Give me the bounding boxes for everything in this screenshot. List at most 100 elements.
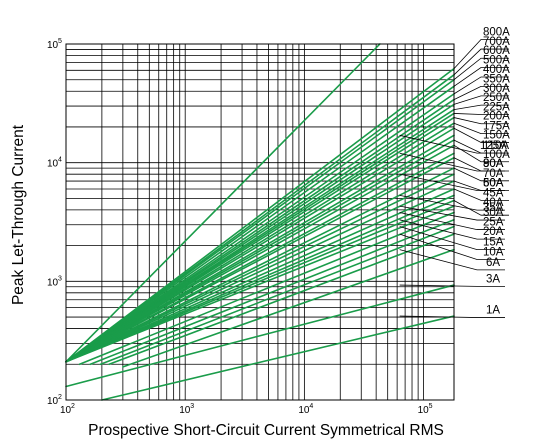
series-line-500a <box>65 85 455 363</box>
series-label-225a: 225A <box>483 102 510 114</box>
series-label-250a: 250A <box>483 92 510 104</box>
series-line-1a <box>101 315 455 401</box>
x-tick-label: 10 <box>179 405 191 416</box>
y-axis-title: Peak Let-Through Current <box>5 80 33 350</box>
x-tick-exponent: 3 <box>190 403 194 410</box>
leader-30a <box>399 205 505 221</box>
x-tick-label: 10 <box>418 405 430 416</box>
leader-110a <box>453 139 509 154</box>
series-line-80a <box>65 156 455 363</box>
reference-line <box>65 43 381 363</box>
y-tick-label: 10 <box>47 40 59 51</box>
series-label-50a: 50A <box>483 177 504 189</box>
leader-250a <box>453 104 509 110</box>
series-label-10a: 10A <box>483 247 504 259</box>
leader-150a <box>453 127 509 143</box>
series-label-3a: 3A <box>486 273 500 285</box>
series-label-1a: 1A <box>486 305 500 317</box>
series-line-35a <box>65 199 455 363</box>
leader-25a <box>399 212 505 230</box>
leader-600a <box>453 57 509 81</box>
y-axis-label: Peak Let-Through Current <box>10 124 27 306</box>
series-label-70a: 70A <box>483 168 504 180</box>
series-line-60a <box>65 173 455 363</box>
y-tick-exponent: 5 <box>58 38 62 45</box>
tick-labels: 10 2 10 3 10 4 10 510 210 310 410 5 <box>47 38 433 416</box>
leader-350a <box>453 85 509 100</box>
series-label-40a: 40A <box>483 197 504 209</box>
series-line-600a <box>65 78 455 363</box>
series-line-200a <box>65 116 455 363</box>
y-tick-exponent: 2 <box>58 394 62 401</box>
series-line-30a <box>65 205 455 363</box>
y-tick-exponent: 4 <box>58 157 62 164</box>
series-line-45a <box>65 188 455 363</box>
y-tick-label: 10 <box>47 159 59 170</box>
series-label-35a: 35A <box>483 202 504 214</box>
series-line-6a <box>122 248 455 368</box>
series-label-350a: 350A <box>483 73 510 85</box>
series-label-700a: 700A <box>483 36 510 48</box>
series-line-10a <box>108 233 455 366</box>
leader-6a <box>399 249 505 271</box>
x-tick-label: 10 <box>60 405 72 416</box>
leader-45a <box>453 188 509 201</box>
series-line-25a <box>78 211 455 366</box>
x-axis-title: Prospective Short-Circuit Current Symmet… <box>88 422 444 439</box>
leader-50a <box>453 180 509 191</box>
leader-20a <box>399 219 505 240</box>
series-label-110a: 110A <box>483 140 509 152</box>
series-label-500a: 500A <box>483 54 510 66</box>
plot-frame <box>65 43 455 401</box>
series-line-20a <box>89 219 455 366</box>
series-lines <box>65 43 455 401</box>
series-line-50a <box>65 180 455 363</box>
leader-200a <box>453 117 509 125</box>
series-label-20a: 20A <box>483 226 504 238</box>
leader-300a <box>453 95 509 105</box>
label-leaders <box>399 39 509 318</box>
series-label-800a: 800A <box>483 26 510 38</box>
y-tick-label: 10 <box>47 277 59 288</box>
series-label-6a: 6A <box>486 257 500 269</box>
series-label-30a: 30A <box>483 207 504 219</box>
series-label-200a: 200A <box>483 111 510 123</box>
series-line-150a <box>65 127 455 363</box>
leader-800a <box>453 39 509 69</box>
series-label-300a: 300A <box>483 83 510 95</box>
series-line-100a <box>65 144 455 363</box>
leader-100a <box>453 144 509 163</box>
leader-80a <box>453 157 509 172</box>
series-label-600a: 600A <box>483 45 510 57</box>
series-label-60a: 60A <box>483 177 504 189</box>
y-tick-exponent: 3 <box>58 275 62 282</box>
series-label-90a: 90A <box>483 158 504 170</box>
series-line-800a <box>65 67 455 363</box>
series-label-80a: 80A <box>483 158 504 170</box>
leader-40a <box>399 194 505 211</box>
series-label-400a: 400A <box>483 64 510 76</box>
x-tick-exponent: 5 <box>429 403 433 410</box>
series-label-175a: 175A <box>483 121 510 133</box>
series-label-125a: 125A <box>480 140 507 152</box>
series-label-25a: 25A <box>483 217 504 229</box>
leader-35a <box>453 200 509 216</box>
leader-1a <box>399 315 505 318</box>
x-tick-exponent: 2 <box>71 403 75 410</box>
series-line-15a <box>99 225 455 366</box>
leader-15a <box>399 226 505 251</box>
leader-400a <box>453 76 509 95</box>
leader-10a <box>399 233 505 260</box>
series-line-70a <box>65 167 455 363</box>
leader-500a <box>453 67 509 87</box>
x-tick-exponent: 4 <box>309 403 313 410</box>
leader-3a <box>399 284 505 287</box>
leader-700a <box>453 48 509 76</box>
series-label-100a: 100A <box>483 149 510 161</box>
leader-175a <box>453 122 509 134</box>
series-label-45a: 45A <box>483 187 504 199</box>
leader-70a <box>453 167 509 182</box>
series-label-15a: 15A <box>483 237 504 249</box>
series-line-3a <box>65 284 455 388</box>
y-tick-label: 10 <box>47 396 59 407</box>
